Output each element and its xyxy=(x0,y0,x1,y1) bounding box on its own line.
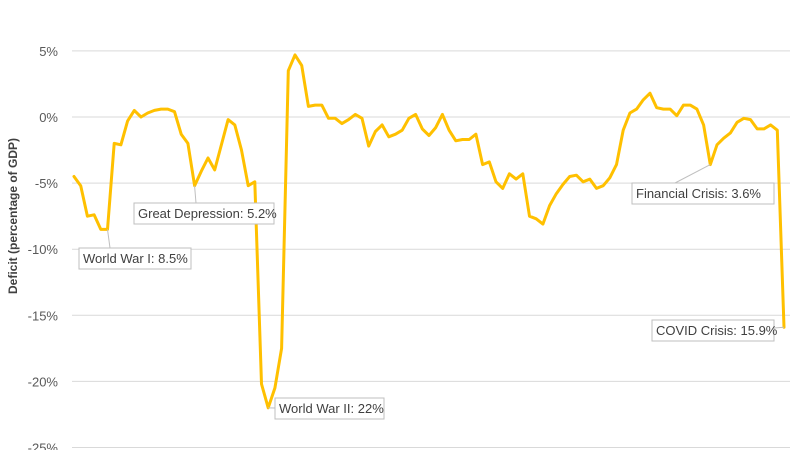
y-tick-label: -25% xyxy=(28,441,59,450)
y-axis-label: Deficit (percentage of GDP) xyxy=(6,138,20,294)
annotation-box xyxy=(133,202,275,225)
annotation: Financial Crisis: 3.6% xyxy=(631,164,775,205)
annotation-leader xyxy=(194,185,197,204)
annotation-label: Great Depression: 5.2% xyxy=(138,206,277,221)
annotation-label: World War II: 22% xyxy=(279,401,384,416)
y-tick-label: 5% xyxy=(39,44,58,59)
annotation: COVID Crisis: 15.9% xyxy=(651,319,785,342)
annotation-label: World War I: 8.5% xyxy=(83,251,188,266)
annotation-box xyxy=(78,247,192,270)
annotation-leader xyxy=(773,326,785,329)
y-tick-label: -15% xyxy=(28,308,59,323)
annotations: World War I: 8.5% Great Depression: 5.2% W… xyxy=(78,164,785,420)
y-tick-label: 0% xyxy=(39,110,58,125)
annotation: World War II: 22% xyxy=(268,397,385,420)
annotation-box xyxy=(274,397,385,420)
y-tick-label: -10% xyxy=(28,242,59,257)
annotation-label: Financial Crisis: 3.6% xyxy=(636,186,761,201)
y-axis-ticks: 5% 0% -5% -10% -15% -20% -25% xyxy=(28,44,59,450)
annotation-leader xyxy=(674,164,711,184)
annotation-leader xyxy=(106,229,111,249)
annotation-label: COVID Crisis: 15.9% xyxy=(656,323,778,338)
annotation-box xyxy=(651,319,775,342)
y-tick-label: -5% xyxy=(35,176,59,191)
y-tick-label: -20% xyxy=(28,374,59,389)
annotation: World War I: 8.5% xyxy=(78,229,192,270)
gridlines xyxy=(72,50,790,448)
annotation-box xyxy=(631,182,775,205)
annotation: Great Depression: 5.2% xyxy=(133,185,277,225)
deficit-series-line xyxy=(72,53,786,410)
